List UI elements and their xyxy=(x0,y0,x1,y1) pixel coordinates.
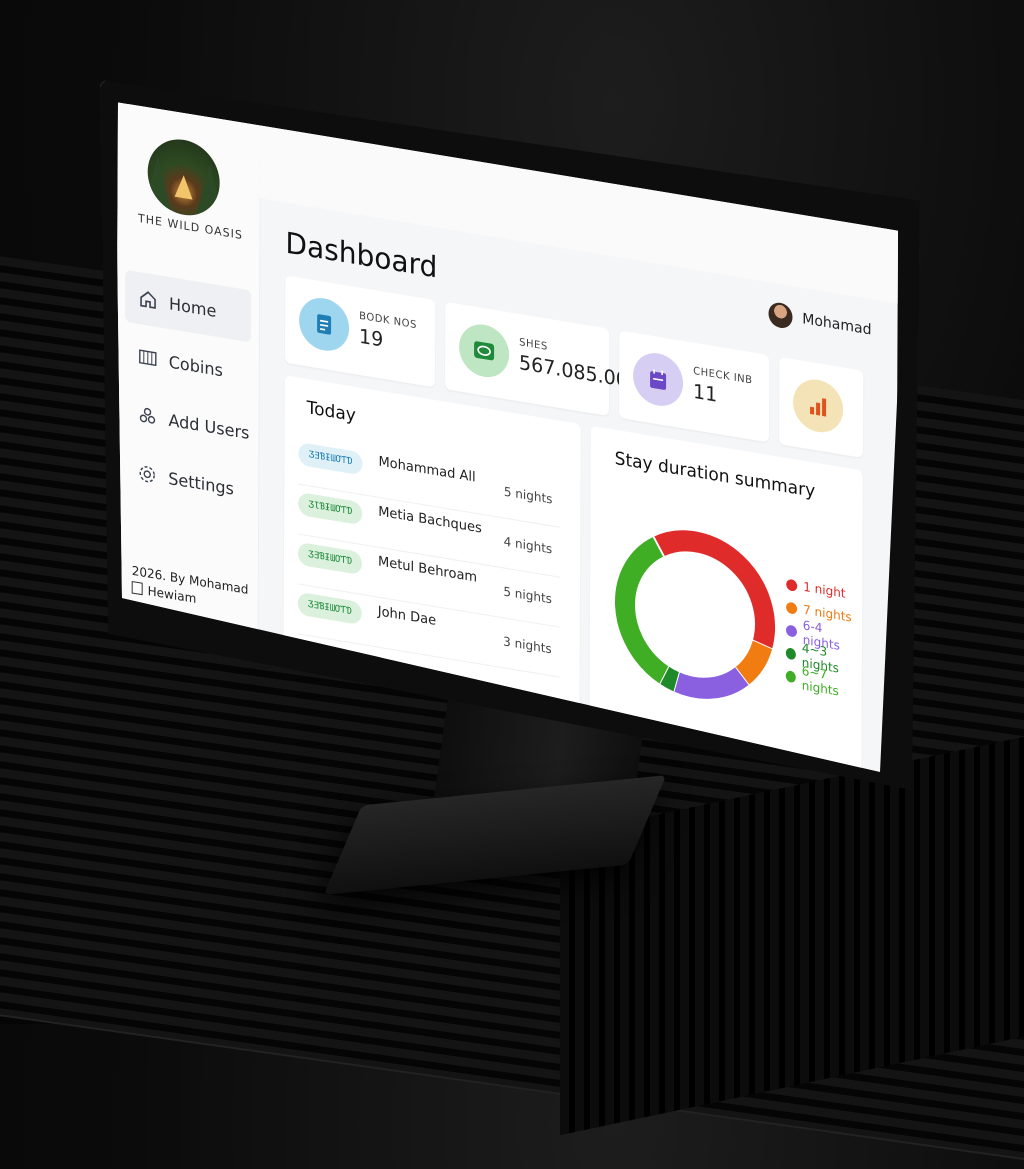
status-badge: ƷƖƁƗƜƠƬƊ xyxy=(298,491,363,526)
sidebar-item-label: Settings xyxy=(168,467,234,499)
sidebar-item-settings[interactable]: Settings xyxy=(124,444,250,517)
stay-duration-card: Stay duration summary 1 night 7 nights 6-4… xyxy=(589,425,863,772)
nights-count: 4 nights xyxy=(503,534,553,557)
sidebar-item-label: Home xyxy=(169,293,217,321)
user-menu[interactable]: Mohamad xyxy=(768,300,872,343)
cabins-icon xyxy=(137,346,159,370)
chart-legend: 1 night 7 nights 6-4 nights 4~3 nights 6~7 n… xyxy=(785,572,863,699)
booking-icon xyxy=(298,294,350,355)
chart-bars-icon xyxy=(792,375,844,437)
sales-icon xyxy=(458,320,510,381)
stat-label: SHES xyxy=(519,336,548,353)
user-name: Mohamad xyxy=(802,310,872,339)
nights-count: 5 nights xyxy=(503,484,553,507)
status-badge: ƷƎƁƗƜƠƬƊ xyxy=(298,441,363,476)
donut-slice-4 xyxy=(659,666,680,692)
sidebar-item-cabins[interactable]: Cobins xyxy=(125,328,251,401)
stat-value: 567.085.00 xyxy=(519,351,628,393)
sidebar-item-label: Add Users xyxy=(168,409,250,443)
stat-card-checkins: CHECK INB 11 xyxy=(618,330,770,443)
donut-slice-2 xyxy=(734,640,773,685)
stat-value: 19 xyxy=(359,324,384,352)
stat-card-sales: SHES 567.085.00 xyxy=(444,301,628,417)
donut-slice-3 xyxy=(673,667,749,699)
today-title: Today xyxy=(306,397,356,427)
donut-slice-5 xyxy=(615,536,669,684)
page-title: Dashboard xyxy=(285,225,438,285)
logo xyxy=(147,133,220,221)
users-icon xyxy=(136,404,158,428)
nights-count: 3 nights xyxy=(503,633,552,657)
sidebar-nav: Home Cobins Add Users Settings xyxy=(124,269,252,524)
donut-separator xyxy=(652,535,666,558)
donut-slice-1 xyxy=(653,530,775,650)
sidebar-item-add-users[interactable]: Add Users xyxy=(124,386,250,459)
sidebar: THE WILD OASIS Home Cobins Add Users xyxy=(115,102,261,708)
donut-separator xyxy=(672,670,681,693)
status-badge: ƷƎƁƗƜƠƬƊ xyxy=(297,541,363,576)
stat-card-bookings: BODK NOS 19 xyxy=(284,275,436,388)
logout-icon[interactable] xyxy=(131,580,143,596)
stat-value: 11 xyxy=(693,380,718,407)
monitor-screen: THE WILD OASIS Home Cobins Add Users xyxy=(115,102,898,772)
chart-title: Stay duration summary xyxy=(614,448,816,503)
home-icon xyxy=(137,287,159,311)
guest-name: Mohammad All xyxy=(378,454,476,486)
avatar[interactable] xyxy=(768,300,793,330)
legend-dot xyxy=(786,578,798,592)
legend-label: 1 night xyxy=(803,579,846,601)
status-badge: ƷƎƁƗƜƠƬƊ xyxy=(297,591,362,626)
stay-duration-donut xyxy=(615,530,775,699)
donut-separator xyxy=(658,664,670,685)
legend-dot xyxy=(785,669,796,683)
settings-icon xyxy=(136,462,158,486)
sidebar-item-home[interactable]: Home xyxy=(124,269,252,343)
nights-count: 5 nights xyxy=(503,584,552,607)
legend-dot xyxy=(785,646,796,660)
legend-dot xyxy=(786,600,798,615)
stat-card-occupancy xyxy=(778,356,864,459)
main-content: Dashboard Mohamad BODK NOS 19 SHES 567.0… xyxy=(257,125,898,772)
checkin-icon xyxy=(632,349,684,410)
sidebar-item-label: Cobins xyxy=(168,351,223,381)
app-window: THE WILD OASIS Home Cobins Add Users xyxy=(115,102,898,772)
legend-dot xyxy=(785,623,797,638)
